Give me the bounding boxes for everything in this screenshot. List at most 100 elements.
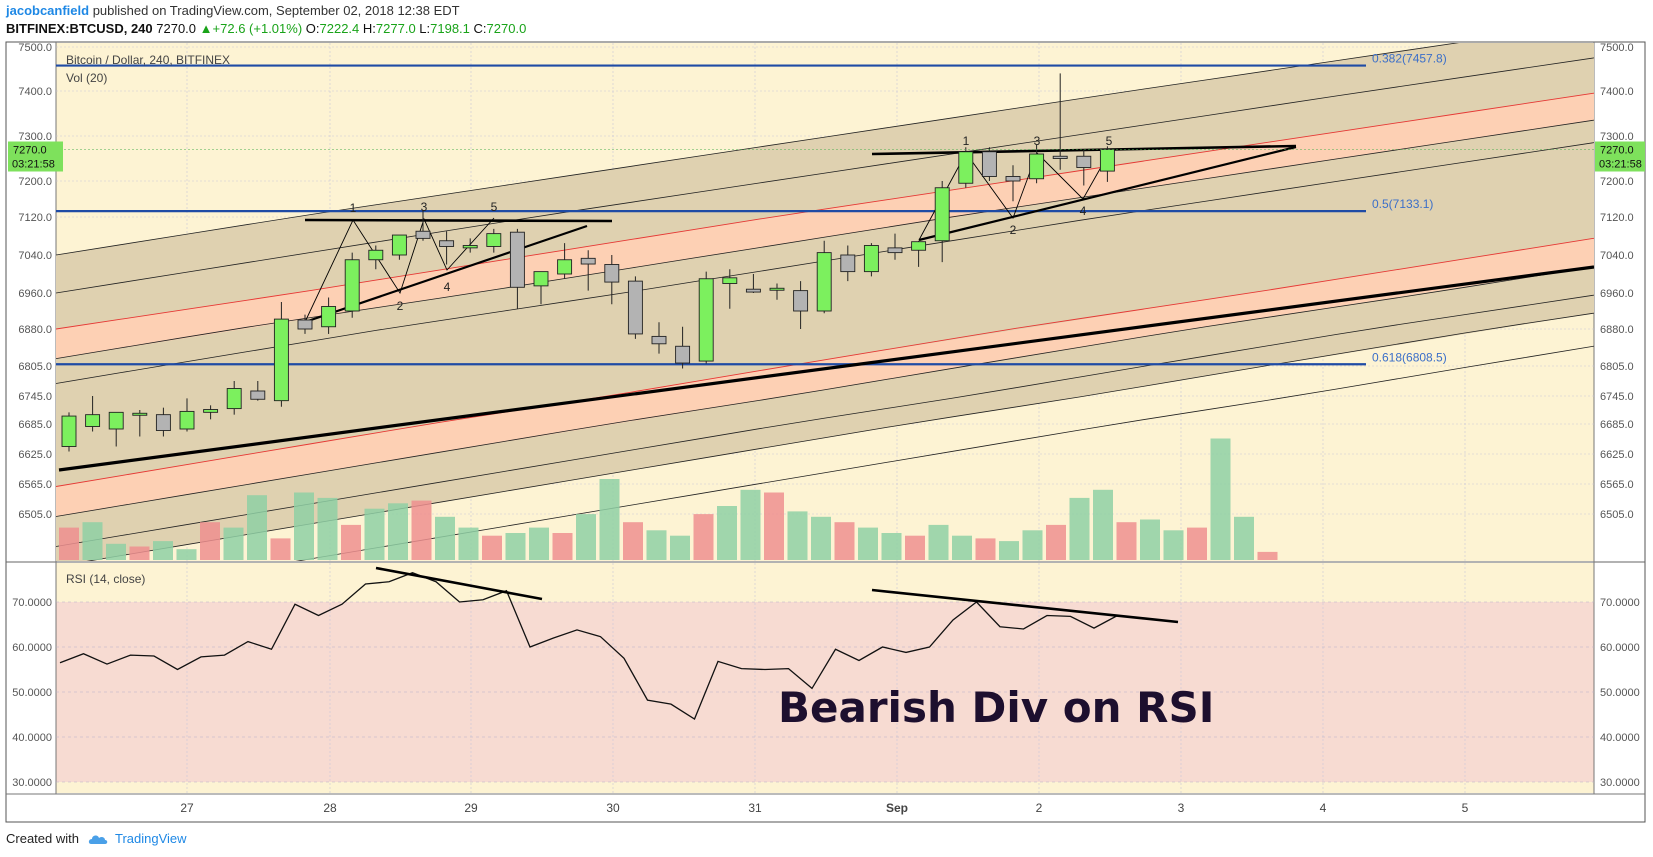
price-axis-label-left: 6960.0 bbox=[18, 288, 52, 300]
volume-bar bbox=[764, 492, 784, 560]
rsi-axis-label-left: 40.0000 bbox=[12, 732, 52, 744]
open-label: O: bbox=[305, 21, 320, 36]
rsi-axis-label-left: 60.0000 bbox=[12, 642, 52, 654]
price-axis[interactable]: 7500.0 7500.0 7400.0 7400.0 7300.0 7300.0 7200… bbox=[8, 42, 1645, 521]
price-axis-label-left: 6505.0 bbox=[18, 509, 52, 521]
price-axis-label-right: 7120.0 bbox=[1600, 212, 1634, 224]
volume-bar bbox=[881, 533, 902, 560]
volume-bar bbox=[1140, 519, 1160, 560]
volume-bar bbox=[1187, 527, 1207, 560]
volume-bar bbox=[811, 516, 831, 560]
close-label: C: bbox=[473, 21, 487, 36]
publish-info: jacobcanfield published on TradingView.c… bbox=[6, 3, 460, 18]
time-axis[interactable]: 27 28 29 30 31 Sep 2 3 4 5 bbox=[180, 801, 1468, 815]
time-axis-label: 29 bbox=[464, 801, 478, 815]
volume-bar bbox=[1257, 551, 1278, 560]
low-label: L: bbox=[419, 21, 431, 36]
price-axis-label-left: 6685.0 bbox=[18, 419, 52, 431]
trend-line bbox=[304, 218, 613, 223]
volume-bar bbox=[59, 527, 79, 560]
candle-up bbox=[958, 151, 974, 184]
candle-up bbox=[722, 277, 738, 284]
price-axis-label-right: 7200.0 bbox=[1600, 176, 1634, 188]
candle-up bbox=[462, 245, 478, 249]
price-axis-label-left: 7120.0 bbox=[18, 212, 52, 224]
rsi-axis-label-left: 70.0000 bbox=[12, 597, 52, 609]
chart-title: Bitcoin / Dollar, 240, BITFINEX bbox=[66, 53, 230, 67]
wave-label: 1 bbox=[350, 201, 357, 215]
volume-bar bbox=[999, 541, 1019, 560]
price-badge bbox=[1595, 141, 1645, 172]
price-axis-label-left: 6880.0 bbox=[18, 324, 52, 336]
rsi-axis[interactable]: 70.0000 70.0000 60.0000 60.0000 50.0000 50.00… bbox=[12, 597, 1640, 789]
price-axis-label-right: 6505.0 bbox=[1600, 509, 1634, 521]
volume-bar bbox=[1163, 530, 1184, 560]
time-axis-label: 31 bbox=[748, 801, 762, 815]
rsi-axis-label-right: 40.0000 bbox=[1600, 732, 1640, 744]
price-axis-label-left: 6565.0 bbox=[18, 479, 52, 491]
volume-bar bbox=[176, 549, 197, 560]
high-value: 7277.0 bbox=[375, 21, 416, 36]
volume-bar bbox=[599, 479, 620, 560]
volume-bar bbox=[670, 535, 690, 560]
time-axis-label: Sep bbox=[886, 801, 908, 815]
volume-bar bbox=[787, 511, 808, 560]
candle-up bbox=[368, 249, 384, 261]
candle-down bbox=[675, 345, 691, 364]
close-value: 7270.0 bbox=[486, 21, 527, 36]
channel-lower-band bbox=[56, 238, 1594, 517]
price-axis-label-left: 7200.0 bbox=[18, 176, 52, 188]
fib-level-label: 0.382(7457.8) bbox=[1372, 52, 1447, 66]
candle-up bbox=[557, 259, 573, 275]
rsi-title: RSI (14, close) bbox=[66, 572, 145, 586]
candle-up bbox=[533, 271, 549, 287]
volume-bar bbox=[975, 538, 996, 560]
high-label: H: bbox=[362, 21, 376, 36]
candle-down bbox=[415, 230, 431, 239]
volume-bar bbox=[435, 516, 455, 560]
candle-down bbox=[651, 335, 667, 345]
volume-bar bbox=[153, 541, 173, 560]
symbol-name: BITFINEX:BTCUSD, 240 bbox=[6, 21, 153, 36]
candle-down bbox=[297, 319, 313, 330]
volume-bar bbox=[1046, 524, 1066, 560]
candles bbox=[61, 73, 1115, 452]
author-link[interactable]: jacobcanfield bbox=[6, 3, 90, 18]
candle-up bbox=[179, 410, 195, 430]
countdown-badge: 03:21:58 bbox=[1599, 159, 1642, 171]
candle-up bbox=[486, 233, 502, 247]
candle-down bbox=[793, 290, 809, 312]
channel-line bbox=[56, 92, 1594, 330]
wave-label: 5 bbox=[491, 200, 498, 214]
countdown-badge: 03:21:58 bbox=[12, 159, 55, 171]
candle-up bbox=[203, 409, 219, 413]
tradingview-link[interactable]: TradingView bbox=[114, 831, 187, 846]
rsi-axis-label-right: 50.0000 bbox=[1600, 687, 1640, 699]
rsi-axis-label-right: 30.0000 bbox=[1600, 777, 1640, 789]
symbol-info-bar: BITFINEX:BTCUSD, 240 7270.0 ▲+72.6 (+1.0… bbox=[6, 21, 526, 36]
candle-up bbox=[85, 414, 101, 427]
candle-up bbox=[1099, 149, 1115, 172]
price-axis-label-right: 6805.0 bbox=[1600, 361, 1634, 373]
volume-bar bbox=[646, 530, 667, 560]
wave-label: 3 bbox=[421, 200, 428, 214]
price-axis-label-left: 7400.0 bbox=[18, 86, 52, 98]
volume-bar bbox=[106, 543, 126, 560]
candle-down bbox=[627, 280, 643, 335]
price-axis-label-left: 6745.0 bbox=[18, 391, 52, 403]
price-badge-value: 7270.0 bbox=[1600, 145, 1634, 157]
volume-bar bbox=[740, 489, 761, 560]
candle-down bbox=[887, 247, 903, 254]
rsi-divergence-line bbox=[375, 566, 543, 601]
volume-indicator-label: Vol (20) bbox=[66, 71, 107, 85]
price-axis-label-left: 7500.0 bbox=[18, 42, 52, 54]
volume-bar bbox=[1093, 489, 1113, 560]
wave-label: 3 bbox=[1034, 134, 1041, 148]
candle-up bbox=[344, 259, 360, 312]
channel-line bbox=[56, 57, 1594, 294]
price-axis-label-right: 6880.0 bbox=[1600, 324, 1634, 336]
volume-bar bbox=[834, 522, 855, 560]
open-value: 7222.4 bbox=[319, 21, 360, 36]
price-axis-label-right: 6565.0 bbox=[1600, 479, 1634, 491]
